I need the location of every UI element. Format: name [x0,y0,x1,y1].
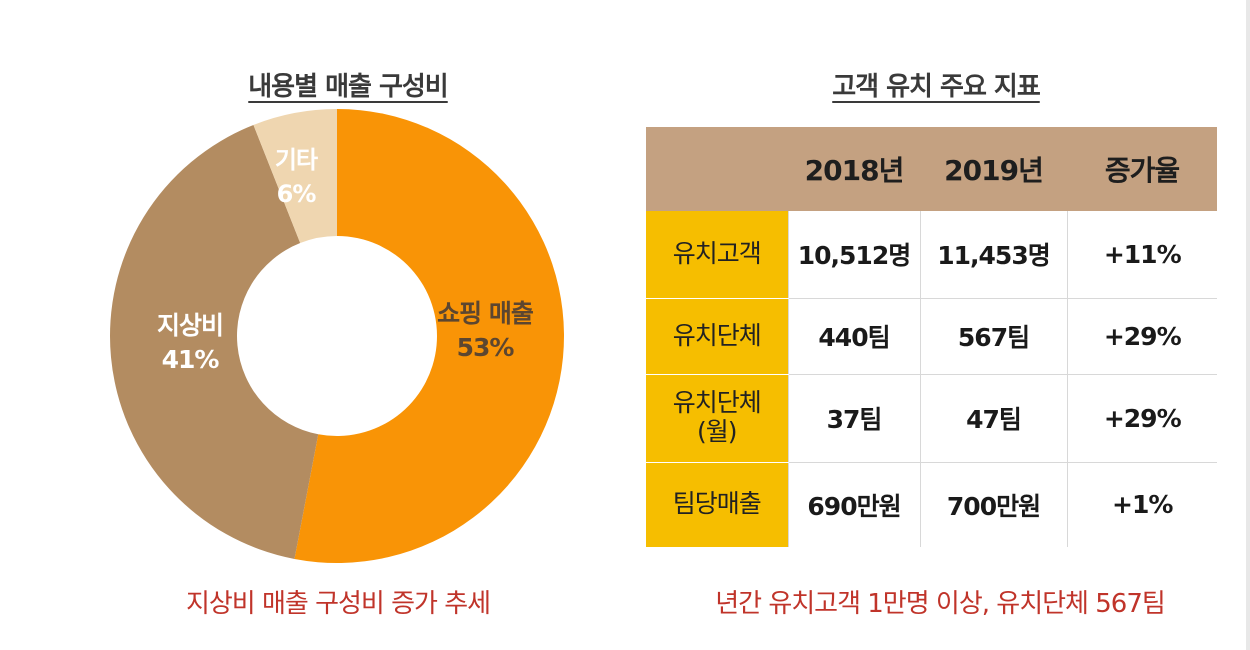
row-label-groups: 유치단체 [646,298,788,375]
slice-value-label: 53% [457,333,515,362]
table-row: 유치단체 (월) 37팀 47팀 +29% [646,374,1217,463]
pie-chart-caption: 지상비 매출 구성비 증가 추세 [185,589,491,619]
header-growth-rate: 증가율 [1067,127,1217,211]
slice-name-label: 기타 [275,146,318,174]
table-row: 유치고객 10,512명 11,453명 +11% [646,211,1217,299]
cell-customers-2019: 11,453명 [919,211,1067,299]
row-label-groups-monthly: 유치단체 (월) [646,374,788,463]
table-row: 팀당매출 690만원 700만원 +1% [646,462,1217,547]
cell-revenue-2019: 700만원 [919,462,1067,547]
cell-revenue-growth: +1% [1066,462,1217,547]
donut-chart: 쇼핑 매출 53% 지상비 41% 기타 6% [110,109,564,563]
slice-value-label: 6% [277,180,317,208]
cell-groups-monthly-2018: 37팀 [787,374,920,463]
cell-groups-monthly-2019: 47팀 [919,374,1067,463]
table-row: 유치단체 440팀 567팀 +29% [646,298,1217,375]
header-2018: 2018년 [788,127,920,211]
row-label-revenue-per-team: 팀당매출 [646,462,788,547]
cell-revenue-2018: 690만원 [787,462,920,547]
kpi-table: 2018년 2019년 증가율 유치고객 10,512명 11,453명 +11… [646,127,1217,547]
donut-slice-3 [253,109,337,244]
cell-groups-growth: +29% [1066,298,1217,375]
slice-value-label: 41% [162,345,220,374]
cell-groups-2018: 440팀 [787,298,920,375]
cell-groups-monthly-growth: +29% [1066,374,1217,463]
slice-name-label: 쇼핑 매출 [437,299,534,328]
donut-slice-2 [110,124,319,559]
cell-groups-2019: 567팀 [919,298,1067,375]
kpi-table-header-row: 2018년 2019년 증가율 [646,127,1217,211]
kpi-table-caption: 년간 유치고객 1만명 이상, 유치단체 567팀 [715,589,1166,619]
header-blank-cell [646,127,788,211]
header-2019: 2019년 [920,127,1067,211]
page-edge-strip [1246,0,1250,650]
slice-name-label: 지상비 [157,311,223,340]
donut-slice-1 [294,109,564,563]
row-label-customers: 유치고객 [646,211,788,299]
cell-customers-2018: 10,512명 [787,211,920,299]
pie-chart-title: 내용별 매출 구성비 [248,72,448,102]
kpi-table-title: 고객 유치 주요 지표 [832,72,1041,102]
cell-customers-growth: +11% [1066,211,1217,299]
